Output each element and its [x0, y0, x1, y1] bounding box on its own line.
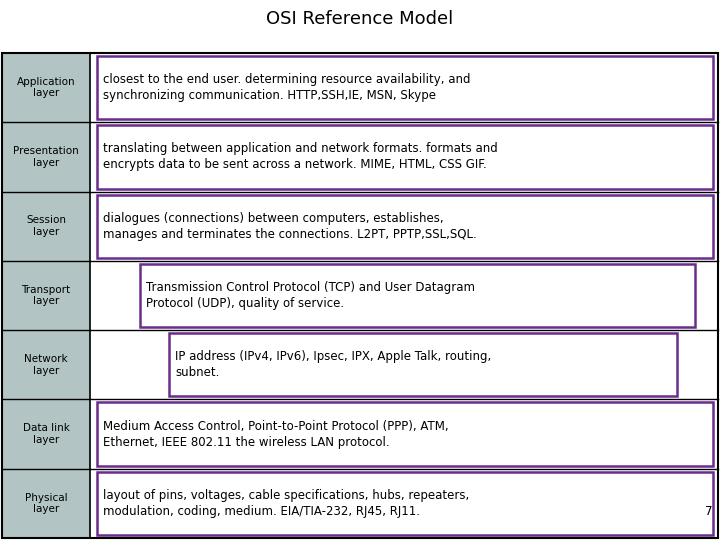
Text: Transmission Control Protocol (TCP) and User Datagram
Protocol (UDP), quality of: Transmission Control Protocol (TCP) and … [146, 281, 475, 310]
Text: dialogues (connections) between computers, establishes,
manages and terminates t: dialogues (connections) between computer… [103, 212, 477, 241]
Text: translating between application and network formats. formats and
encrypts data t: translating between application and netw… [103, 143, 498, 171]
Text: 7: 7 [704, 505, 712, 518]
Text: Physical
layer: Physical layer [24, 492, 67, 514]
Text: IP address (IPv4, IPv6), Ipsec, IPX, Apple Talk, routing,
subnet.: IP address (IPv4, IPv6), Ipsec, IPX, App… [175, 350, 492, 379]
Text: closest to the end user. determining resource availability, and
synchronizing co: closest to the end user. determining res… [103, 73, 471, 102]
Bar [97, 402, 713, 465]
Text: Medium Access Control, Point-to-Point Protocol (PPP), ATM,
Ethernet, IEEE 802.11: Medium Access Control, Point-to-Point Pr… [103, 420, 449, 449]
Text: Presentation
layer: Presentation layer [13, 146, 79, 168]
Text: Session
layer: Session layer [26, 215, 66, 237]
Bar [97, 56, 713, 119]
Bar [169, 333, 677, 396]
Bar [140, 264, 695, 327]
Bar [97, 472, 713, 535]
Text: Data link
layer: Data link layer [22, 423, 69, 445]
Bar [2, 53, 718, 538]
Bar [2, 192, 90, 261]
Bar [2, 330, 90, 400]
Bar [2, 400, 90, 469]
Text: layout of pins, voltages, cable specifications, hubs, repeaters,
modulation, cod: layout of pins, voltages, cable specific… [103, 489, 469, 518]
Bar [2, 261, 90, 330]
Bar [2, 469, 90, 538]
Bar [97, 194, 713, 258]
Text: Application
layer: Application layer [17, 77, 76, 98]
Text: Transport
layer: Transport layer [22, 285, 71, 306]
Bar [97, 125, 713, 188]
Bar [2, 53, 90, 122]
Bar [2, 122, 90, 192]
Text: Network
layer: Network layer [24, 354, 68, 376]
Text: OSI Reference Model: OSI Reference Model [266, 10, 454, 28]
